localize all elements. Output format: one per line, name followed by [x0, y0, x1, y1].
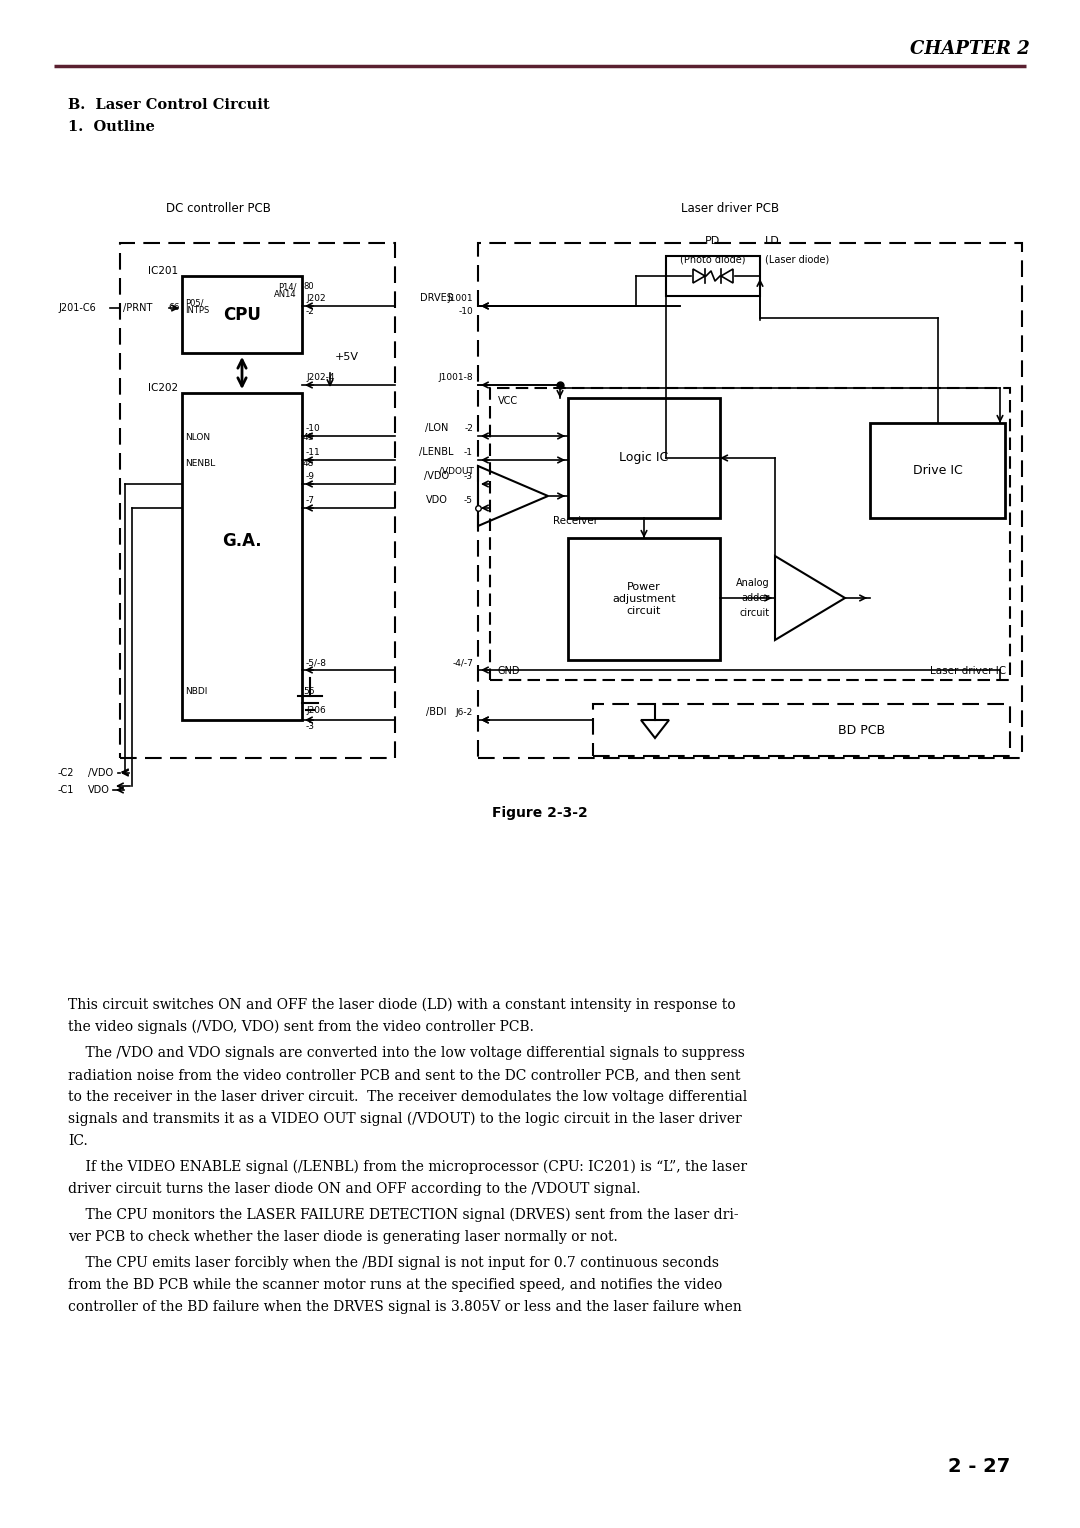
- Text: -C2: -C2: [58, 769, 75, 778]
- Text: NLON: NLON: [185, 434, 211, 443]
- Text: Laser driver PCB: Laser driver PCB: [680, 202, 779, 215]
- Text: PD: PD: [705, 235, 720, 246]
- Text: 2 - 27: 2 - 27: [948, 1458, 1010, 1476]
- Text: 66: 66: [168, 304, 180, 313]
- Text: Laser driver IC: Laser driver IC: [930, 666, 1005, 675]
- Text: the video signals (/VDO, VDO) sent from the video controller PCB.: the video signals (/VDO, VDO) sent from …: [68, 1021, 534, 1034]
- Text: ver PCB to check whether the laser diode is generating laser normally or not.: ver PCB to check whether the laser diode…: [68, 1230, 618, 1244]
- Text: (Laser diode): (Laser diode): [765, 254, 829, 264]
- Text: signals and transmits it as a VIDEO OUT signal (/VDOUT) to the logic circuit in : signals and transmits it as a VIDEO OUT …: [68, 1112, 742, 1126]
- Text: -5/-8: -5/-8: [306, 659, 327, 668]
- Text: J206: J206: [306, 706, 326, 715]
- Text: J1001: J1001: [447, 293, 473, 303]
- Text: Analog: Analog: [737, 578, 770, 588]
- Text: NENBL: NENBL: [185, 458, 215, 468]
- Text: (Photo diode): (Photo diode): [680, 254, 746, 264]
- Text: INTPS: INTPS: [185, 306, 210, 315]
- Text: J1001-8: J1001-8: [438, 373, 473, 382]
- Text: Figure 2-3-2: Figure 2-3-2: [492, 805, 588, 821]
- Text: IC201: IC201: [148, 266, 178, 277]
- Text: circuit: circuit: [740, 608, 770, 617]
- Text: DRVES: DRVES: [420, 293, 453, 303]
- Text: 1.  Outline: 1. Outline: [68, 121, 154, 134]
- Text: controller of the BD failure when the DRVES signal is 3.805V or less and the las: controller of the BD failure when the DR…: [68, 1300, 742, 1314]
- Text: Power
adjustment
circuit: Power adjustment circuit: [612, 582, 676, 616]
- Text: IC.: IC.: [68, 1134, 87, 1148]
- Text: adder: adder: [742, 593, 770, 604]
- Text: to the receiver in the laser driver circuit.  The receiver demodulates the low v: to the receiver in the laser driver circ…: [68, 1089, 747, 1105]
- Text: This circuit switches ON and OFF the laser diode (LD) with a constant intensity : This circuit switches ON and OFF the las…: [68, 998, 735, 1013]
- Text: NBDI: NBDI: [185, 688, 207, 697]
- Text: 49: 49: [303, 434, 314, 443]
- Text: /VDO: /VDO: [424, 471, 449, 481]
- Text: AN14: AN14: [274, 290, 297, 299]
- Text: /LON: /LON: [424, 423, 448, 432]
- Text: DC controller PCB: DC controller PCB: [165, 202, 270, 215]
- Text: -10: -10: [306, 423, 321, 432]
- Text: J202: J202: [306, 293, 326, 303]
- Text: 48: 48: [303, 458, 314, 468]
- Text: Logic IC: Logic IC: [619, 451, 669, 465]
- Text: VCC: VCC: [498, 396, 518, 406]
- Text: The /VDO and VDO signals are converted into the low voltage differential signals: The /VDO and VDO signals are converted i…: [68, 1047, 745, 1060]
- Text: Drive IC: Drive IC: [913, 465, 962, 477]
- Text: J202-4: J202-4: [306, 373, 335, 382]
- Text: -5: -5: [464, 497, 473, 504]
- Text: P14/: P14/: [279, 283, 297, 290]
- Text: driver circuit turns the laser diode ON and OFF according to the /VDOUT signal.: driver circuit turns the laser diode ON …: [68, 1183, 640, 1196]
- Text: -10: -10: [458, 307, 473, 316]
- Text: -C1: -C1: [58, 785, 75, 795]
- Text: -2: -2: [464, 423, 473, 432]
- Text: from the BD PCB while the scanner motor runs at the specified speed, and notifie: from the BD PCB while the scanner motor …: [68, 1277, 723, 1293]
- Text: The CPU emits laser forcibly when the /BDI signal is not input for 0.7 continuou: The CPU emits laser forcibly when the /B…: [68, 1256, 719, 1270]
- Text: IC202: IC202: [148, 384, 178, 393]
- Text: /VDOUT: /VDOUT: [440, 466, 474, 475]
- Text: 80: 80: [303, 283, 313, 290]
- Text: The CPU monitors the LASER FAILURE DETECTION signal (DRVES) sent from the laser : The CPU monitors the LASER FAILURE DETEC…: [68, 1209, 739, 1222]
- Text: LD: LD: [765, 235, 780, 246]
- Text: /BDI: /BDI: [427, 707, 447, 717]
- Text: -1: -1: [464, 448, 473, 457]
- Text: -9: -9: [306, 472, 315, 481]
- Text: J201-C6: J201-C6: [58, 303, 96, 313]
- Text: 56: 56: [303, 688, 314, 697]
- Text: /VDO: /VDO: [87, 769, 113, 778]
- Text: VDO: VDO: [426, 495, 447, 504]
- Text: J6-2: J6-2: [456, 707, 473, 717]
- Text: P05/: P05/: [185, 298, 203, 307]
- Text: -7: -7: [306, 497, 315, 504]
- Text: -3: -3: [464, 472, 473, 481]
- Text: CPU: CPU: [224, 306, 261, 324]
- Text: Receiver: Receiver: [553, 516, 598, 526]
- Text: /LENBL: /LENBL: [419, 448, 454, 457]
- Text: /PRNT: /PRNT: [123, 303, 152, 313]
- Text: If the VIDEO ENABLE signal (/LENBL) from the microprocessor (CPU: IC201) is “L”,: If the VIDEO ENABLE signal (/LENBL) from…: [68, 1160, 747, 1175]
- Text: -2: -2: [306, 307, 315, 316]
- Text: -4/-7: -4/-7: [453, 659, 473, 668]
- Text: BD PCB: BD PCB: [838, 723, 886, 736]
- Text: VDO: VDO: [87, 785, 110, 795]
- Text: CHAPTER 2: CHAPTER 2: [910, 40, 1030, 58]
- Text: radiation noise from the video controller PCB and sent to the DC controller PCB,: radiation noise from the video controlle…: [68, 1068, 741, 1082]
- Text: -11: -11: [306, 448, 321, 457]
- Text: G.A.: G.A.: [222, 532, 261, 550]
- Text: +5V: +5V: [335, 351, 359, 362]
- Text: GND: GND: [498, 666, 521, 675]
- Text: B.  Laser Control Circuit: B. Laser Control Circuit: [68, 98, 270, 112]
- Text: -3: -3: [306, 723, 315, 730]
